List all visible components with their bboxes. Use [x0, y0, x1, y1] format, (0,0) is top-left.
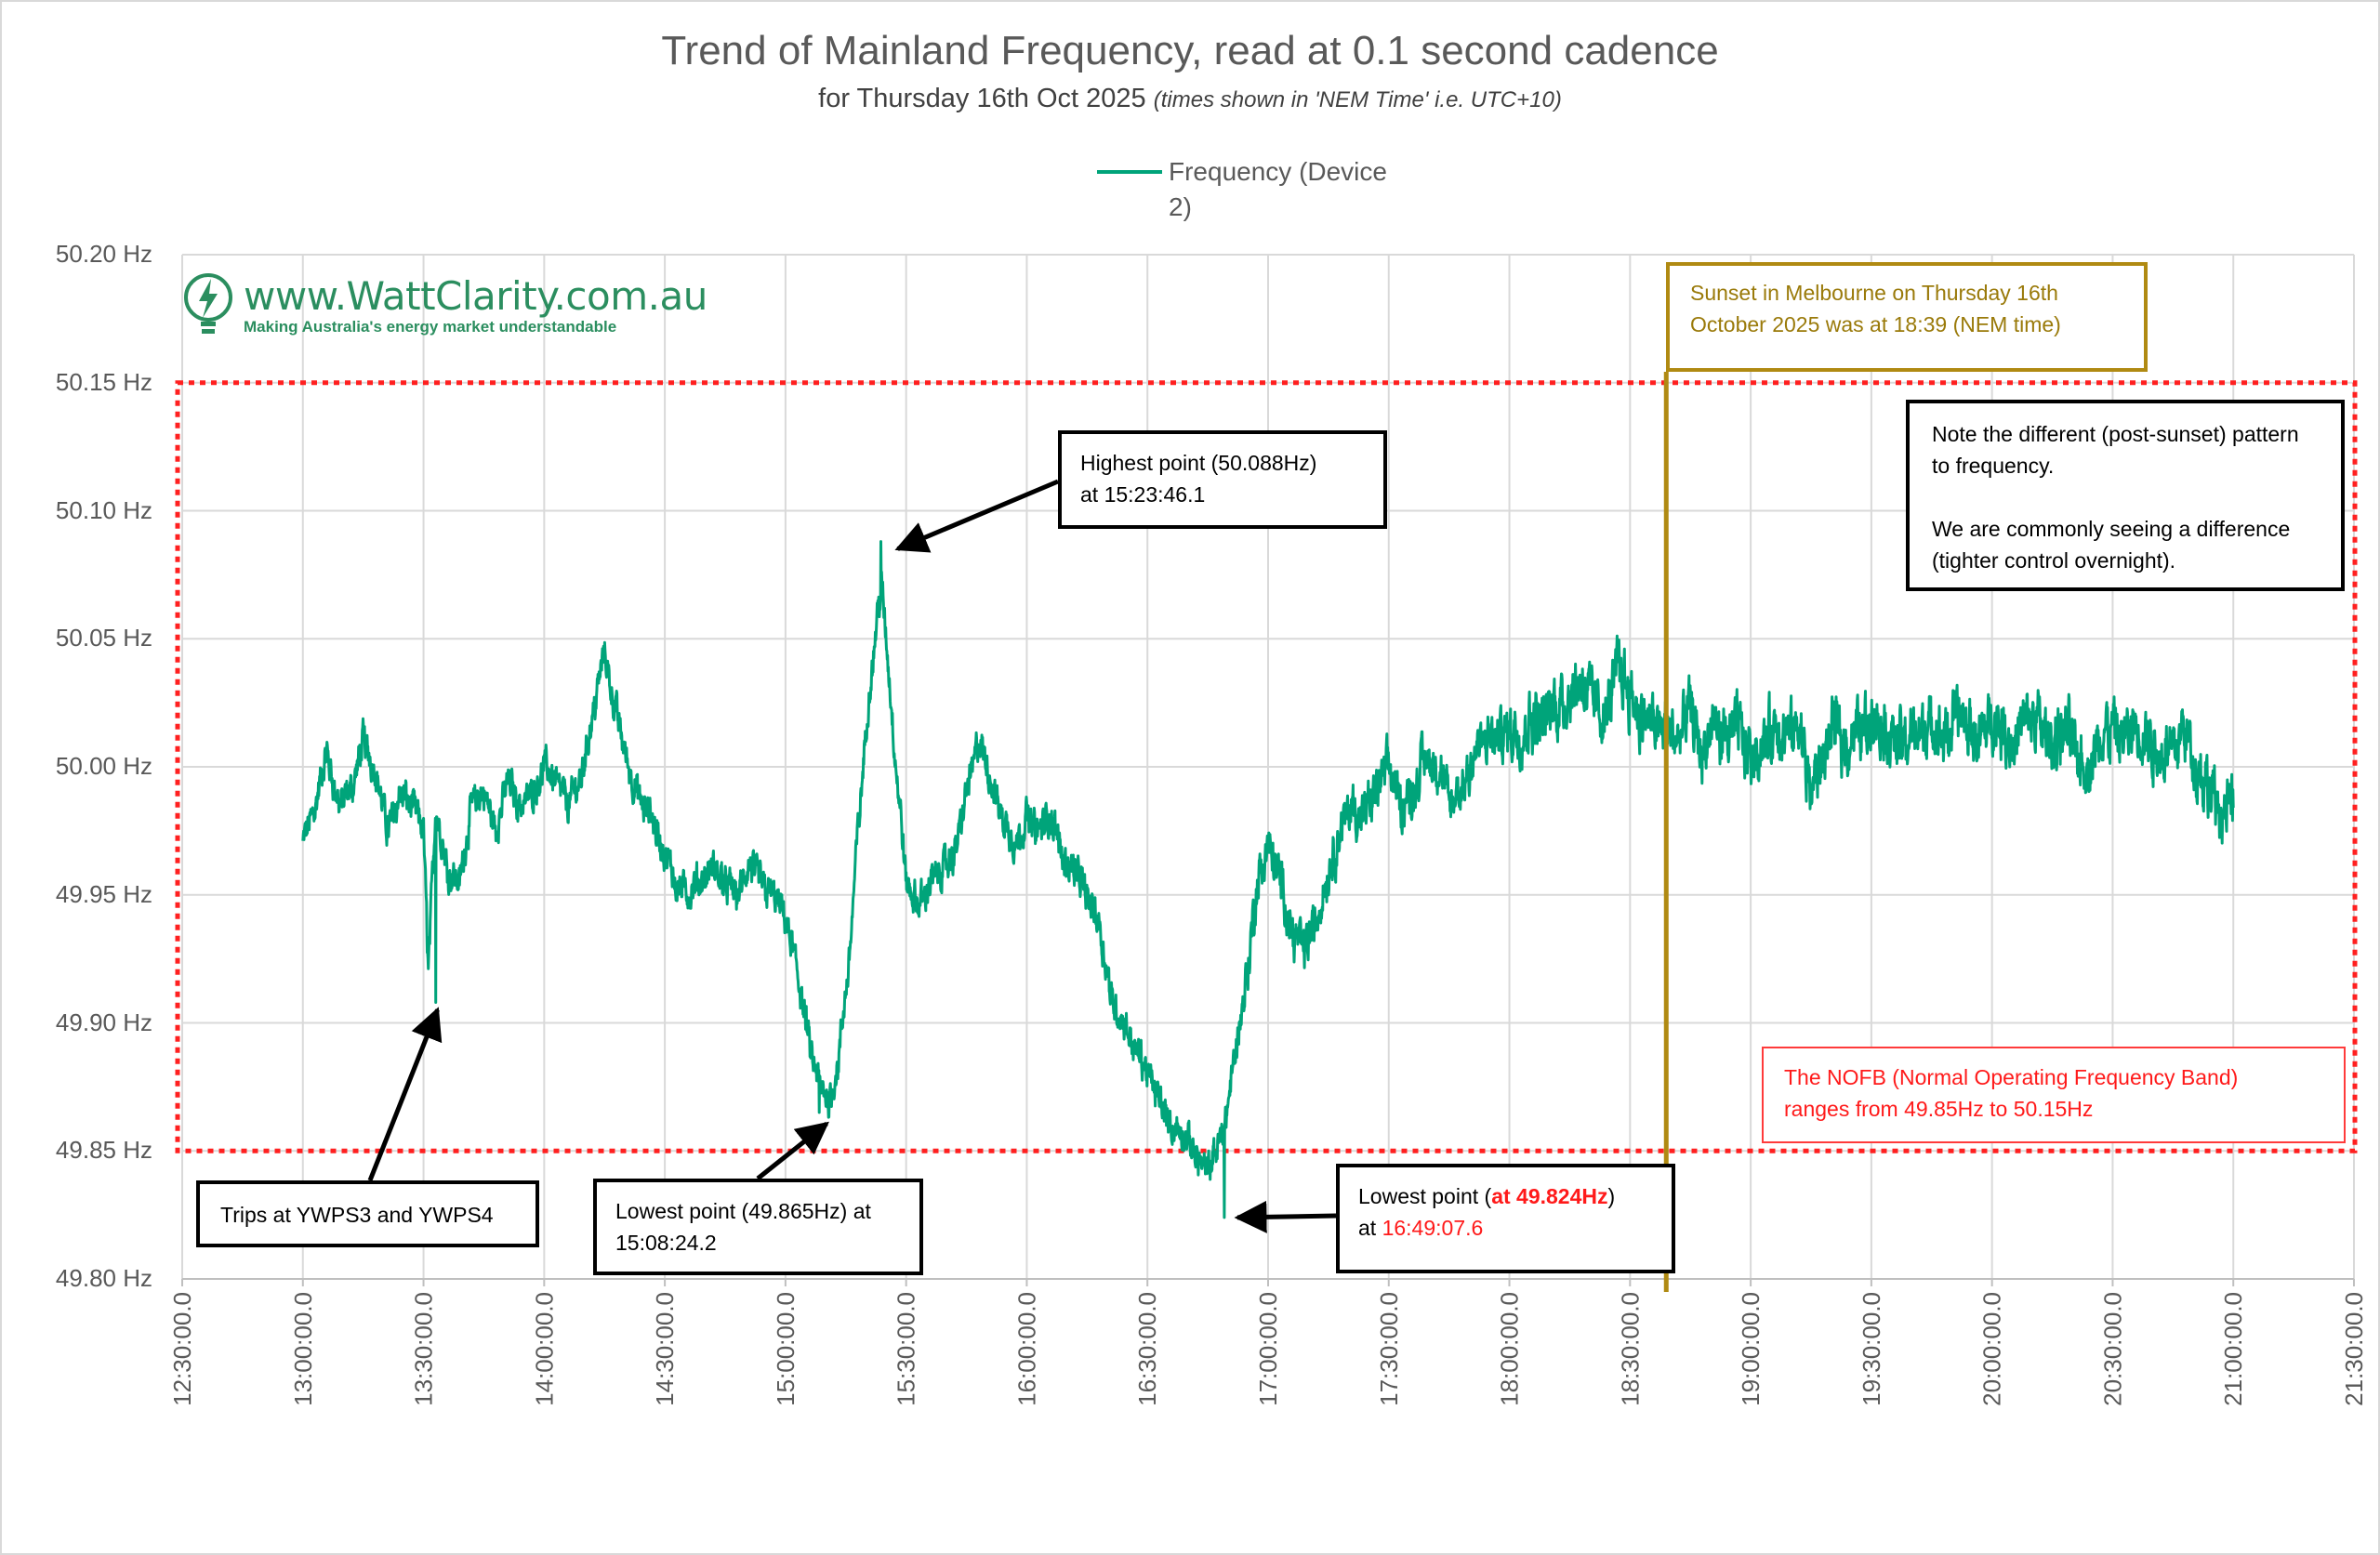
x-tick-label: 12:30:00.0 [168, 1292, 196, 1406]
x-tick-label: 21:30:00.0 [2340, 1292, 2368, 1406]
highest-point-annotation: Highest point (50.088Hz) at 15:23:46.1 [1058, 430, 1387, 529]
legend-label: Frequency (Device 2) [1169, 157, 1387, 221]
lowest-point-b-annotation: Lowest point (at 49.824Hz) at 16:49:07.6 [1336, 1164, 1675, 1273]
y-tick-label: 50.05 Hz [55, 624, 152, 652]
sunset-annotation: Sunset in Melbourne on Thursday 16th Oct… [1666, 262, 2148, 372]
x-tick-label: 14:30:00.0 [651, 1292, 679, 1406]
x-tick-label: 14:00:00.0 [530, 1292, 558, 1406]
chart-title: Trend of Mainland Frequency, read at 0.1… [661, 28, 1719, 73]
x-tick-labels: 12:30:00.0 13:00:00.0 13:30:00.0 14:00:00.0… [168, 1292, 2368, 1406]
x-tick-label: 17:30:00.0 [1375, 1292, 1403, 1406]
y-tick-label: 49.95 Hz [55, 879, 152, 908]
gridlines [181, 254, 2355, 1286]
x-tick-label: 20:30:00.0 [2098, 1292, 2126, 1406]
logo-tagline: Making Australia's energy market underst… [244, 318, 617, 336]
wattclarity-logo: www.WattClarity.com.au Making Australia'… [182, 271, 707, 346]
subtitle-text: for Thursday 16th Oct 2025 [818, 84, 1146, 113]
x-tick-label: 18:30:00.0 [1616, 1292, 1644, 1406]
lowest-point-a-annotation: Lowest point (49.865Hz) at 15:08:24.2 [593, 1179, 923, 1275]
x-tick-label: 13:00:00.0 [289, 1292, 317, 1406]
y-tick-label: 49.90 Hz [55, 1008, 152, 1036]
x-tick-label: 21:00:00.0 [2219, 1292, 2247, 1406]
y-tick-label: 49.80 Hz [55, 1264, 152, 1292]
x-tick-label: 19:00:00.0 [1737, 1292, 1765, 1406]
trips-annotation: Trips at YWPS3 and YWPS4 [196, 1180, 539, 1247]
arrow-trips [367, 1007, 443, 1181]
arrow-highest-point [894, 479, 1059, 553]
x-tick-label: 16:30:00.0 [1133, 1292, 1161, 1406]
y-tick-label: 50.10 Hz [55, 495, 152, 524]
post-sunset-annotation: Note the different (post-sunset) pattern… [1906, 400, 2345, 591]
subtitle-note: (times shown in 'NEM Time' i.e. UTC+10) [1153, 87, 1562, 112]
y-tick-label: 50.00 Hz [55, 752, 152, 780]
x-tick-label: 19:30:00.0 [1858, 1292, 1885, 1406]
logo-url: www.WattClarity.com.au [244, 273, 707, 319]
series-frequency [301, 540, 2235, 1219]
x-tick-label: 15:00:00.0 [772, 1292, 800, 1406]
arrow-lowest-point-a [756, 1121, 829, 1180]
x-tick-label: 15:30:00.0 [892, 1292, 920, 1406]
legend-swatch [1097, 170, 1162, 174]
frequency-line [301, 540, 2235, 1219]
nofb-annotation: The NOFB (Normal Operating Frequency Ban… [1762, 1047, 2346, 1143]
lightbulb-bolt-icon [184, 273, 232, 334]
x-tick-label: 16:00:00.0 [1012, 1292, 1040, 1406]
x-tick-label: 20:00:00.0 [1978, 1292, 2006, 1406]
y-tick-label: 49.85 Hz [55, 1136, 152, 1165]
annotation-arrows [367, 479, 1337, 1233]
chart-subtitle: for Thursday 16th Oct 2025 (times shown … [0, 84, 2380, 114]
x-tick-label: 17:00:00.0 [1254, 1292, 1282, 1406]
y-tick-label: 50.20 Hz [55, 240, 152, 268]
arrow-lowest-point-b [1234, 1200, 1337, 1233]
x-tick-label: 18:00:00.0 [1496, 1292, 1524, 1406]
y-tick-label: 50.15 Hz [55, 367, 152, 396]
x-tick-label: 13:30:00.0 [410, 1292, 438, 1406]
